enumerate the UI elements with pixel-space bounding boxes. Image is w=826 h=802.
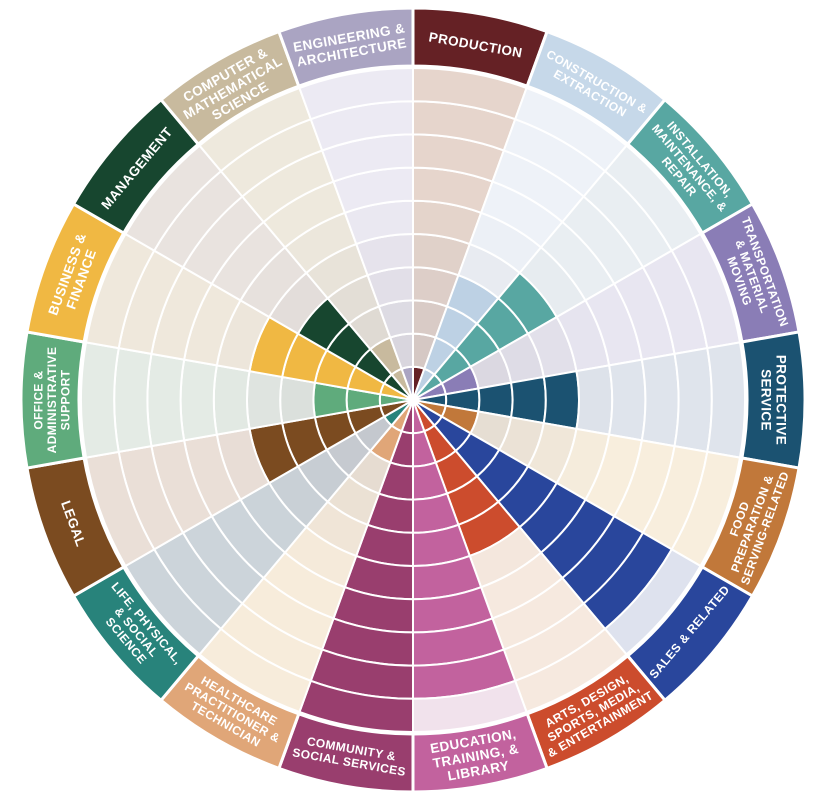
sector-office-administrative-support-ring-5 bbox=[245, 370, 284, 430]
sector-office-administrative-support-ring-4 bbox=[279, 375, 316, 425]
sector-protective-service-ring-8 bbox=[640, 352, 680, 448]
sector-protective-service-ring-10 bbox=[706, 341, 747, 459]
sector-office-administrative-support-label: OFFICE &ADMINISTRATIVESUPPORT bbox=[32, 347, 73, 454]
sector-protective-service-ring-6 bbox=[575, 364, 614, 436]
sector-label-line: PROTECTIVE bbox=[774, 355, 789, 445]
sector-transportation-material-moving: TRANSPORTATION& MATERIALMOVING bbox=[412, 202, 801, 401]
sector-legal: LEGAL bbox=[25, 399, 414, 598]
sector-healthcare-practitioner-technician: HEALTHCAREPRACTITIONER &TECHNICIAN bbox=[159, 399, 414, 770]
sector-engineering-architecture-ring-10 bbox=[298, 67, 414, 121]
sector-label-line: OFFICE & bbox=[32, 370, 46, 429]
sector-engineering-architecture-band bbox=[277, 6, 415, 88]
sector-office-administrative-support-ring-8 bbox=[146, 352, 186, 448]
sector-production: PRODUCTION bbox=[411, 6, 549, 401]
sector-office-administrative-support-ring-6 bbox=[212, 364, 251, 436]
sector-protective-service-ring-9 bbox=[673, 347, 713, 453]
sector-sales-related: SALES & RELATED bbox=[412, 399, 754, 702]
sector-business-finance: BUSINESS &FINANCE bbox=[25, 202, 414, 401]
sector-education-training-library: EDUCATION,TRAINING, &LIBRARY bbox=[411, 399, 549, 794]
sector-engineering-architecture: ENGINEERING &ARCHITECTURE bbox=[277, 6, 415, 401]
sector-label-line: ADMINISTRATIVE bbox=[45, 347, 59, 454]
sector-arts-design-sports-media-entertainment: ARTS, DESIGN,SPORTS, MEDIA,& ENTERTAINME… bbox=[412, 399, 667, 770]
sector-office-administrative-support: OFFICE &ADMINISTRATIVESUPPORT bbox=[19, 330, 414, 470]
sector-protective-service-label: PROTECTIVESERVICE bbox=[759, 355, 789, 445]
sector-office-administrative-support-ring-7 bbox=[179, 358, 218, 442]
sector-protective-service-ring-5 bbox=[542, 370, 581, 430]
sector-community-social-services: COMMUNITY &SOCIAL SERVICES bbox=[277, 399, 415, 794]
sector-protective-service-ring-7 bbox=[608, 358, 647, 442]
sector-office-administrative-support-ring-10 bbox=[79, 341, 120, 459]
sector-life-physical-social-science: LIFE, PHYSICAL,& SOCIALSCIENCE bbox=[72, 399, 414, 702]
sector-computer-mathematical-science: COMPUTER &MATHEMATICALSCIENCE bbox=[159, 30, 414, 401]
center-hub bbox=[408, 395, 418, 405]
sector-label-line: SUPPORT bbox=[59, 369, 73, 430]
sector-office-administrative-support-ring-9 bbox=[113, 347, 153, 453]
sector-protective-service-ring-4 bbox=[510, 375, 547, 425]
sector-label-line: SERVICE bbox=[759, 369, 774, 431]
